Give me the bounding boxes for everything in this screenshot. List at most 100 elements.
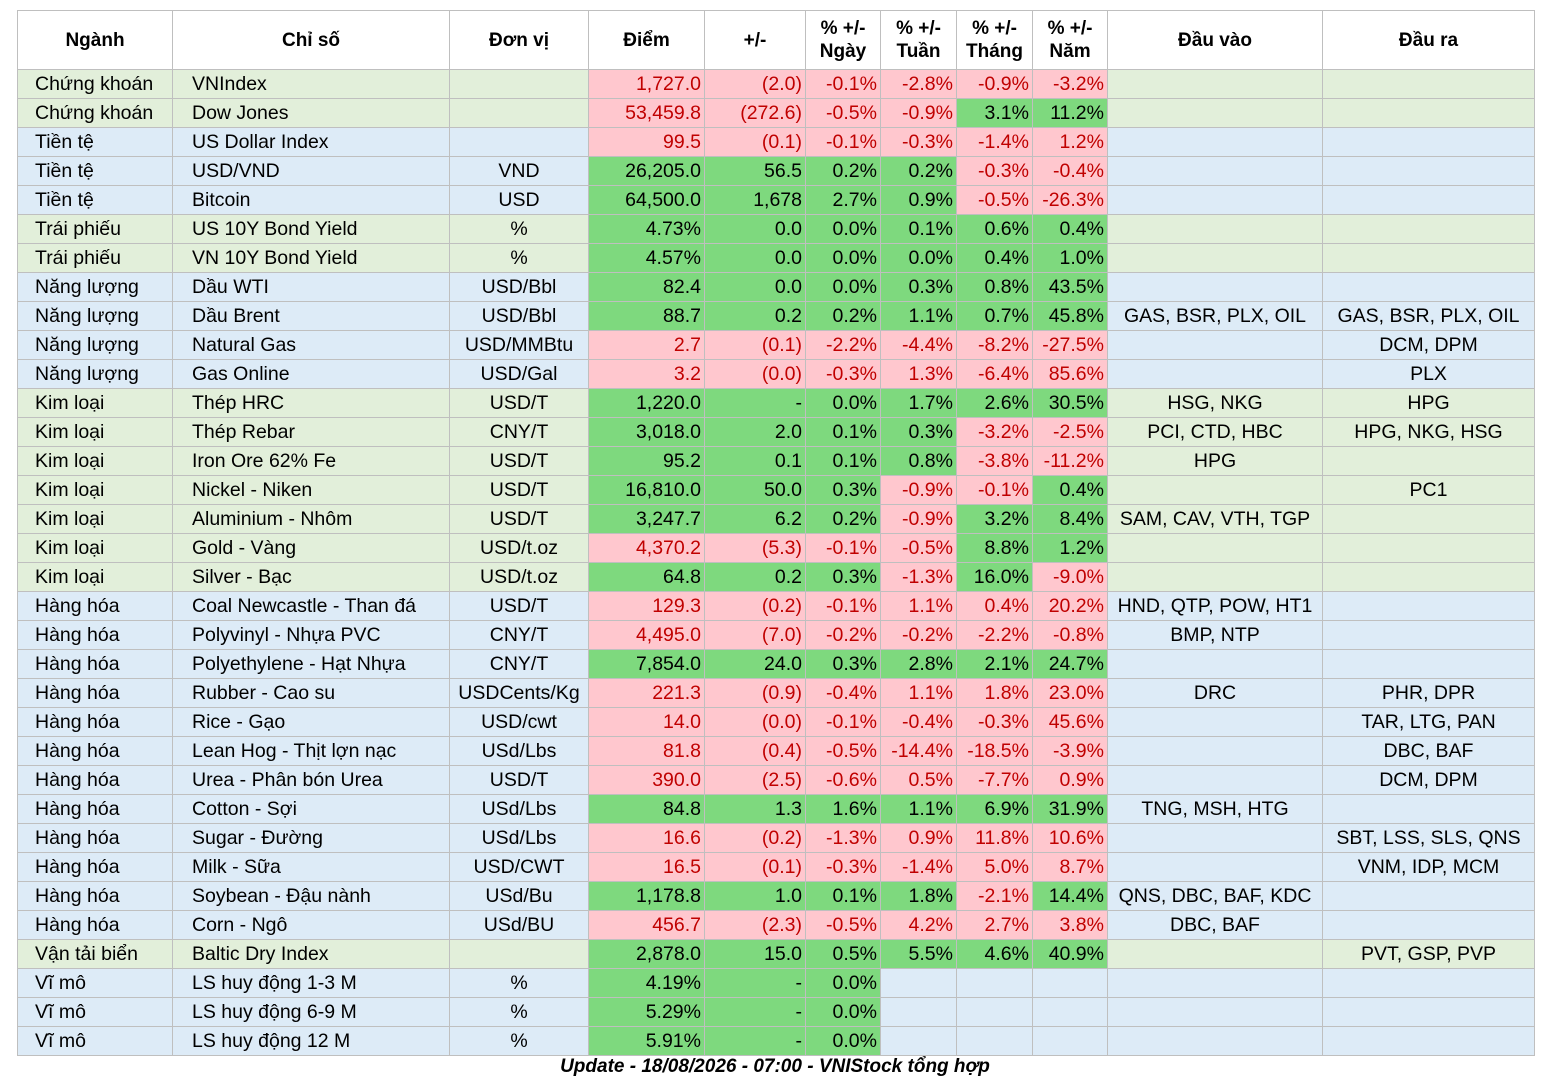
- header-pct-week: % +/- Tuần: [880, 10, 957, 70]
- table-row: Hàng hóa Polyethylene - Hạt Nhựa CNY/T 7,85…: [17, 649, 1535, 679]
- cell-unit: [449, 98, 589, 128]
- cell-input: [1107, 243, 1323, 273]
- cell-input: [1107, 98, 1323, 128]
- cell-pct-day: 0.3%: [805, 649, 881, 679]
- cell-unit: USD/t.oz: [449, 562, 589, 592]
- cell-input: [1107, 1026, 1323, 1056]
- cell-sector: Hàng hóa: [17, 707, 173, 737]
- cell-pct-day: 0.1%: [805, 446, 881, 476]
- cell-index: LS huy động 12 M: [172, 1026, 450, 1056]
- cell-pct-day: -0.5%: [805, 736, 881, 766]
- cell-pct-month: -0.1%: [956, 475, 1033, 505]
- cell-index: Milk - Sữa: [172, 852, 450, 882]
- cell-pct-year: 23.0%: [1032, 678, 1108, 708]
- cell-unit: [449, 939, 589, 969]
- cell-output: [1322, 968, 1535, 998]
- cell-points: 81.8: [588, 736, 705, 766]
- cell-index: Polyvinyl - Nhựa PVC: [172, 620, 450, 650]
- cell-pct-month: -3.2%: [956, 417, 1033, 447]
- cell-pct-month: 3.2%: [956, 504, 1033, 534]
- cell-pct-day: -0.6%: [805, 765, 881, 795]
- cell-index: LS huy động 1-3 M: [172, 968, 450, 998]
- cell-index: Gold - Vàng: [172, 533, 450, 563]
- table-row: Năng lượng Natural Gas USD/MMBtu 2.7 (0.1) -2…: [17, 330, 1535, 360]
- cell-change: (0.2): [704, 591, 806, 621]
- cell-input: [1107, 765, 1323, 795]
- cell-change: -: [704, 968, 806, 998]
- cell-pct-year: 1.2%: [1032, 533, 1108, 563]
- cell-input: [1107, 214, 1323, 244]
- cell-pct-year: -0.8%: [1032, 620, 1108, 650]
- cell-unit: USD/Bbl: [449, 301, 589, 331]
- cell-points: 4,495.0: [588, 620, 705, 650]
- cell-unit: USD/cwt: [449, 707, 589, 737]
- cell-pct-month: -0.5%: [956, 185, 1033, 215]
- cell-index: Urea - Phân bón Urea: [172, 765, 450, 795]
- cell-sector: Tiền tệ: [17, 156, 173, 186]
- header-pct-year: % +/- Năm: [1032, 10, 1108, 70]
- cell-pct-year: 0.4%: [1032, 214, 1108, 244]
- cell-sector: Vĩ mô: [17, 968, 173, 998]
- cell-points: 4,370.2: [588, 533, 705, 563]
- cell-pct-year: -9.0%: [1032, 562, 1108, 592]
- cell-pct-month: -1.4%: [956, 127, 1033, 157]
- table-row: Vận tải biển Baltic Dry Index 2,878.0 15.0 0…: [17, 939, 1535, 969]
- table-header-row: Ngành Chỉ số Đơn vị Điểm +/-% +/- Ngày% +/- Tu…: [17, 10, 1535, 70]
- cell-index: Gas Online: [172, 359, 450, 389]
- cell-pct-month: -8.2%: [956, 330, 1033, 360]
- cell-change: -: [704, 997, 806, 1027]
- cell-pct-year: 0.9%: [1032, 765, 1108, 795]
- cell-pct-week: 1.1%: [880, 794, 957, 824]
- cell-pct-week: -0.9%: [880, 475, 957, 505]
- cell-sector: Hàng hóa: [17, 765, 173, 795]
- table-row: Kim loại Thép HRC USD/T 1,220.0-0.0% 1.7% 2.6…: [17, 388, 1535, 418]
- cell-sector: Trái phiếu: [17, 243, 173, 273]
- cell-pct-week: 0.3%: [880, 417, 957, 447]
- table-row: Trái phiếu VN 10Y Bond Yield% 4.57% 0.0 0.0%…: [17, 243, 1535, 273]
- cell-pct-week: -2.8%: [880, 69, 957, 99]
- cell-output: [1322, 997, 1535, 1027]
- cell-change: 0.0: [704, 214, 806, 244]
- cell-pct-year: 0.4%: [1032, 475, 1108, 505]
- cell-unit: USD/MMBtu: [449, 330, 589, 360]
- cell-points: 3,018.0: [588, 417, 705, 447]
- cell-unit: USd/BU: [449, 910, 589, 940]
- cell-input: [1107, 707, 1323, 737]
- cell-sector: Hàng hóa: [17, 881, 173, 911]
- cell-points: 95.2: [588, 446, 705, 476]
- cell-input: [1107, 939, 1323, 969]
- cell-sector: Vĩ mô: [17, 997, 173, 1027]
- cell-unit: USd/Lbs: [449, 823, 589, 853]
- cell-index: LS huy động 6-9 M: [172, 997, 450, 1027]
- cell-change: (2.0): [704, 69, 806, 99]
- cell-output: [1322, 591, 1535, 621]
- cell-unit: USd/Bu: [449, 881, 589, 911]
- cell-pct-year: 10.6%: [1032, 823, 1108, 853]
- cell-pct-month: -3.8%: [956, 446, 1033, 476]
- cell-pct-week: 1.8%: [880, 881, 957, 911]
- cell-pct-day: 0.0%: [805, 272, 881, 302]
- cell-input: [1107, 69, 1323, 99]
- cell-pct-year: 24.7%: [1032, 649, 1108, 679]
- cell-input: HND, QTP, POW, HT1: [1107, 591, 1323, 621]
- cell-pct-day: 0.2%: [805, 156, 881, 186]
- cell-pct-year: 3.8%: [1032, 910, 1108, 940]
- cell-index: Sugar - Đường: [172, 823, 450, 853]
- table-row: Năng lượng Dầu Brent USD/Bbl 88.7 0.2 0.2% 1.1…: [17, 301, 1535, 331]
- cell-pct-week: -1.4%: [880, 852, 957, 882]
- table-row: Kim loại Nickel - Niken USD/T 16,810.0 50.0 0…: [17, 475, 1535, 505]
- cell-pct-day: -0.1%: [805, 707, 881, 737]
- cell-index: Dow Jones: [172, 98, 450, 128]
- cell-pct-day: 0.2%: [805, 301, 881, 331]
- cell-change: (0.1): [704, 127, 806, 157]
- cell-pct-day: 0.1%: [805, 881, 881, 911]
- cell-output: VNM, IDP, MCM: [1322, 852, 1535, 882]
- cell-index: Baltic Dry Index: [172, 939, 450, 969]
- cell-pct-month: [956, 1026, 1033, 1056]
- cell-sector: Hàng hóa: [17, 852, 173, 882]
- cell-pct-week: 1.1%: [880, 301, 957, 331]
- cell-pct-day: -0.1%: [805, 69, 881, 99]
- cell-pct-year: -11.2%: [1032, 446, 1108, 476]
- cell-pct-month: 5.0%: [956, 852, 1033, 882]
- cell-index: Aluminium - Nhôm: [172, 504, 450, 534]
